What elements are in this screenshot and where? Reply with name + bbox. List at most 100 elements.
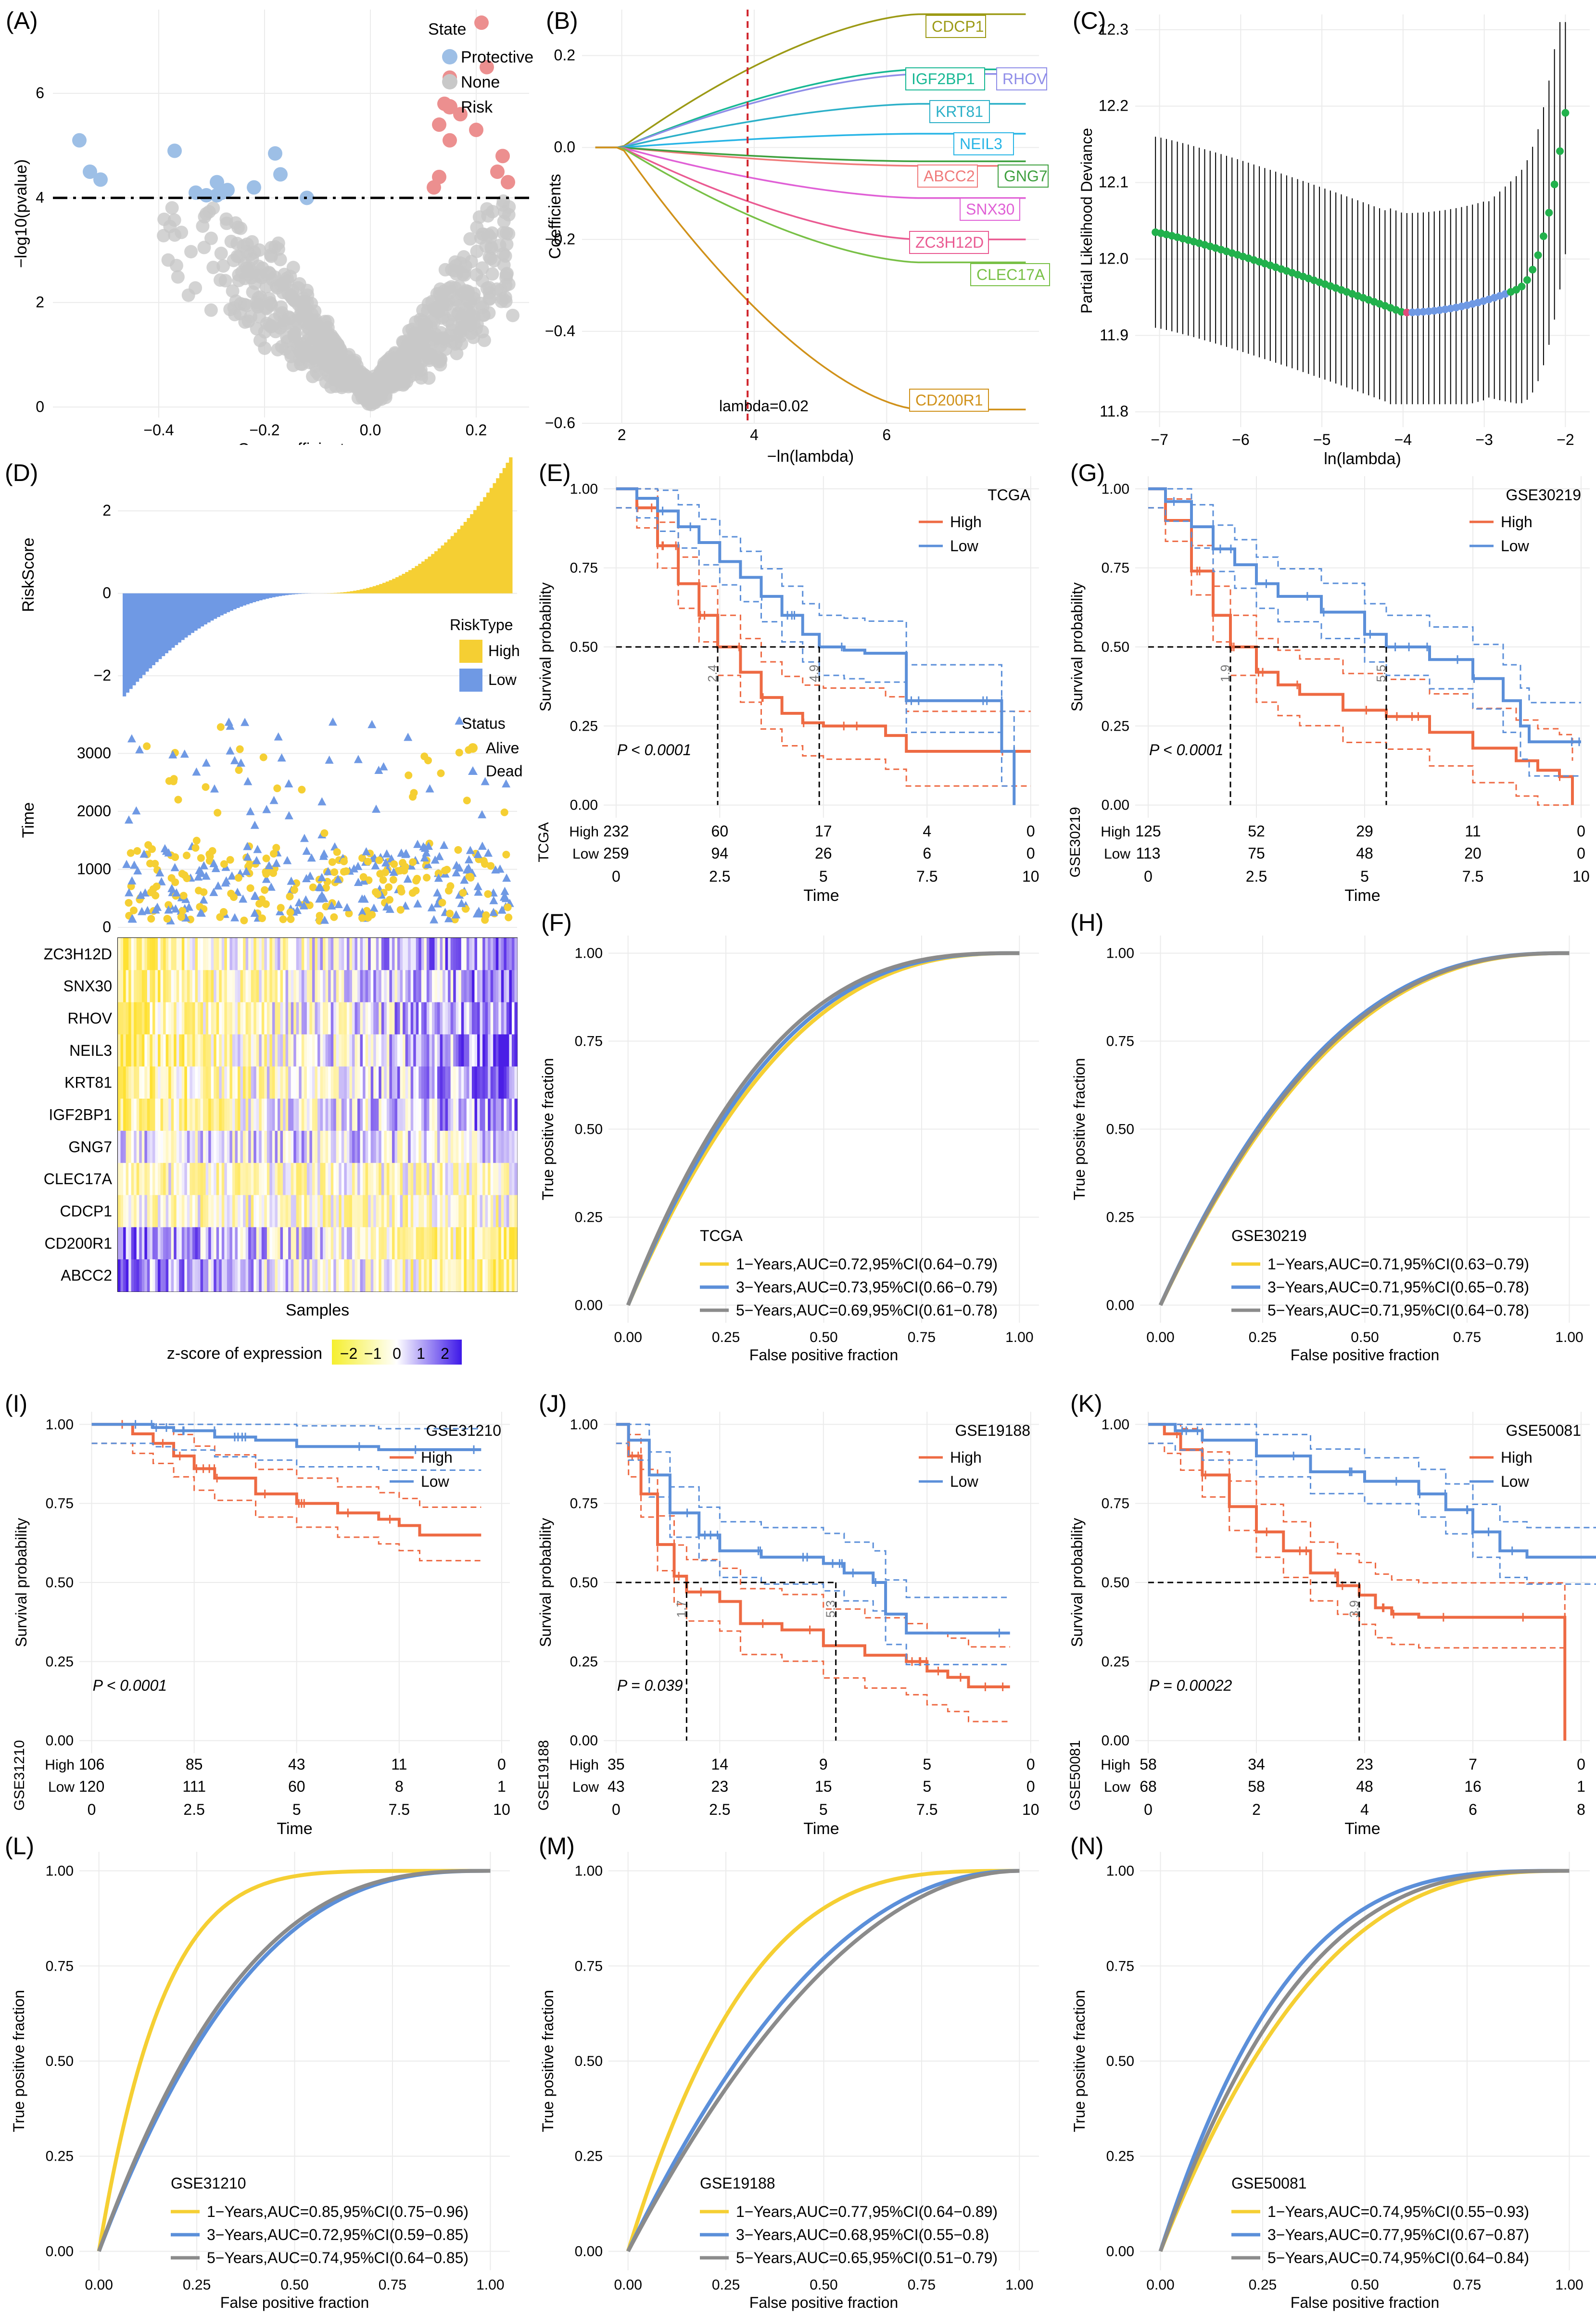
heatmap-cell (182, 1131, 185, 1163)
heatmap-cell (342, 1034, 344, 1066)
heatmap-cell (155, 1227, 158, 1259)
point-none (433, 287, 446, 300)
alive-marker (227, 856, 234, 864)
point-none (450, 267, 463, 280)
risk-bar (288, 594, 291, 595)
heatmap-cell (293, 1163, 296, 1195)
alive-marker (220, 908, 228, 916)
heatmap-cell (309, 970, 312, 1002)
heatmap-cell (333, 1002, 336, 1035)
heatmap-cell (179, 1259, 182, 1291)
heatmap-cell (501, 1131, 504, 1163)
heatmap-cell (312, 970, 315, 1002)
y-tick-label: 0.0 (554, 139, 575, 156)
risk-bar (191, 594, 194, 633)
risk-bar (460, 526, 464, 594)
heatmap-cell (216, 1066, 219, 1099)
alive-marker (206, 852, 214, 860)
heatmap-cell (227, 970, 230, 1002)
heatmap-cell (256, 1034, 259, 1066)
heatmap-cell (480, 1131, 483, 1163)
heatmap-cell (429, 1227, 432, 1259)
alive-marker (227, 890, 235, 898)
heatmap-cell (150, 1034, 152, 1066)
heatmap-cell (302, 938, 304, 970)
heatmap-cell (408, 1227, 411, 1259)
heatmap-cell (206, 1259, 209, 1291)
heatmap-cell (147, 1099, 150, 1131)
heatmap-cell (342, 1227, 344, 1259)
heatmap-cell (488, 1195, 491, 1228)
heatmap-cell (278, 1034, 280, 1066)
heatmap-cell (235, 938, 238, 970)
heatmap-cell (291, 1066, 294, 1099)
heatmap-cell (408, 1259, 411, 1291)
x-tick-label: 0.75 (1453, 1329, 1481, 1345)
heatmap-cell (360, 1227, 363, 1259)
heatmap-cell (150, 1163, 152, 1195)
heatmap-cell (397, 938, 400, 970)
heatmap-cell (387, 1163, 390, 1195)
heatmap-cell (126, 1195, 129, 1228)
heatmap-cell (187, 1099, 190, 1131)
heatmap-cell (403, 1034, 405, 1066)
heatmap-cell (421, 1131, 424, 1163)
heatmap-cell (488, 1259, 491, 1291)
heatmap-cell (238, 1034, 241, 1066)
risk-bar (230, 594, 233, 611)
heatmap-cell (336, 970, 339, 1002)
heatmap-cell (123, 1002, 126, 1035)
heatmap-cell (161, 1227, 164, 1259)
heatmap-cell (453, 1066, 456, 1099)
heatmap-cell (118, 970, 121, 1002)
heatmap-cell (280, 1034, 283, 1066)
x-axis-label: False positive fraction (749, 2294, 898, 2311)
heatmap-cell (283, 1195, 286, 1228)
alive-marker (217, 723, 225, 731)
heatmap-cell (368, 1099, 371, 1131)
y-axis-label: −log10(pvalue) (12, 159, 30, 268)
y-tick-label: 2 (102, 502, 111, 519)
heatmap-cell (182, 1034, 185, 1066)
y-tick-label: 0.75 (1106, 1034, 1134, 1050)
gene-label: CD200R1 (915, 392, 983, 409)
heatmap-cell (251, 1099, 254, 1131)
alive-marker (255, 900, 263, 908)
heatmap-cell (432, 1259, 435, 1291)
heatmap-cell (118, 1002, 121, 1035)
heatmap-cell (514, 1002, 517, 1035)
risk-bar (210, 594, 214, 621)
heatmap-cell (121, 970, 124, 1002)
risk-table-value: 11 (391, 1756, 407, 1773)
heatmap-cell (397, 1259, 400, 1291)
heatmap-cell (232, 1195, 235, 1228)
heatmap-cell (317, 1195, 320, 1228)
heatmap-cell (126, 1227, 129, 1259)
point-none (182, 289, 195, 302)
point-none (495, 295, 508, 308)
heatmap-cell (456, 1195, 459, 1228)
heatmap-cell (243, 1163, 246, 1195)
heatmap-cell (137, 1034, 139, 1066)
heatmap-cell (126, 1163, 129, 1195)
heatmap-cell (246, 1066, 249, 1099)
risk-table-value: 26 (815, 845, 832, 862)
heatmap-cell (309, 938, 312, 970)
x-tick-label: 7.5 (389, 1801, 410, 1818)
heatmap-cell (139, 1163, 142, 1195)
heatmap-cell (384, 1066, 387, 1099)
heatmap-cell (408, 1195, 411, 1228)
heatmap-cell (389, 1099, 392, 1131)
heatmap-cell (174, 1259, 177, 1291)
heatmap-cell (309, 1259, 312, 1291)
point-protective (247, 180, 261, 195)
heatmap-cell (376, 1163, 379, 1195)
heatmap-cell (267, 1195, 270, 1228)
heatmap-cell (357, 1195, 360, 1228)
heatmap-cell (214, 1131, 216, 1163)
point-risk (501, 175, 515, 190)
heatmap-cell (238, 1163, 241, 1195)
heatmap-cell (482, 1131, 485, 1163)
risk-bar (269, 594, 272, 598)
heatmap-cell (275, 1002, 278, 1035)
